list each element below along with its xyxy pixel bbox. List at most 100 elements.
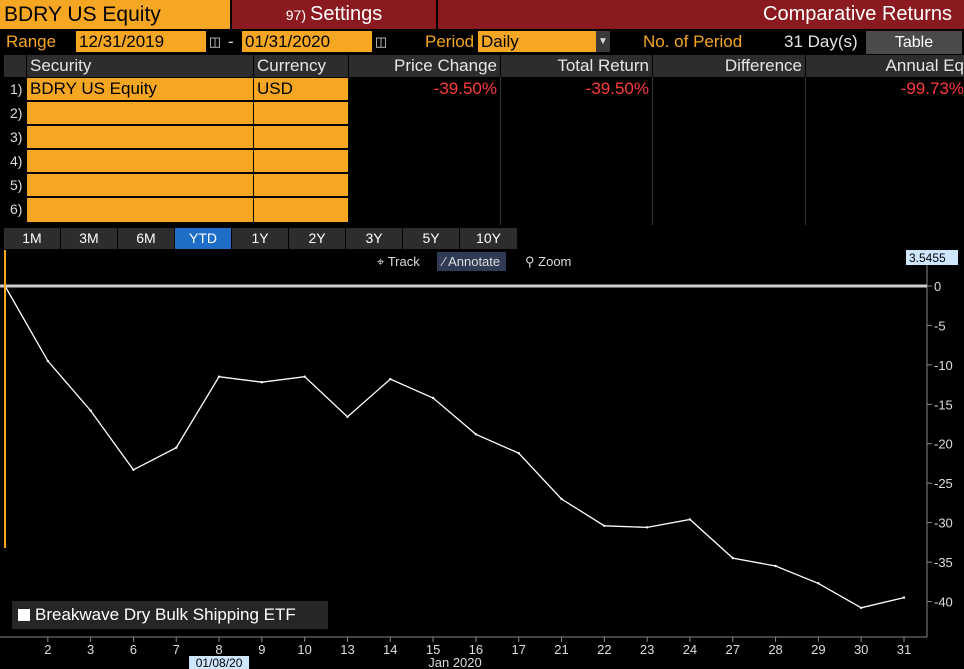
data-point[interactable] <box>89 409 92 412</box>
period-button-3y[interactable]: 3Y <box>346 228 402 249</box>
data-point[interactable] <box>603 524 606 527</box>
row-number: 2) <box>10 105 23 121</box>
y-tick-label: 0 <box>934 279 941 294</box>
annual-eq-value <box>806 198 964 220</box>
x-tick-label: 17 <box>511 642 525 657</box>
data-point[interactable] <box>774 564 777 568</box>
data-point[interactable] <box>389 377 392 381</box>
value-tag-label: 3.5455 <box>909 251 946 265</box>
data-point[interactable] <box>260 381 264 384</box>
col-price-change[interactable]: Price Change <box>349 55 500 77</box>
end-date-input[interactable]: 01/31/2020 <box>242 31 372 52</box>
data-point[interactable] <box>517 452 520 455</box>
pencil-icon: ∕ <box>443 254 446 269</box>
data-point[interactable] <box>303 375 306 378</box>
row-number: 3) <box>10 129 23 145</box>
x-tick-label: 10 <box>297 642 311 657</box>
data-point[interactable] <box>46 359 50 363</box>
track-label: Track <box>387 254 420 269</box>
x-tick-label: 30 <box>854 642 868 657</box>
currency-cell[interactable] <box>254 126 348 149</box>
period-button-1y[interactable]: 1Y <box>232 228 288 249</box>
x-tick-label: 24 <box>683 642 697 657</box>
series-line[interactable] <box>4 285 905 609</box>
data-point[interactable] <box>346 415 349 419</box>
security-cell[interactable] <box>27 126 253 149</box>
row-number: 6) <box>10 201 23 217</box>
col-security[interactable]: Security <box>27 55 253 77</box>
security-cell[interactable] <box>27 198 253 223</box>
col-difference[interactable]: Difference <box>653 55 805 77</box>
y-tick-label: -35 <box>934 555 953 570</box>
end-calendar-icon[interactable]: ◫ <box>374 31 388 52</box>
difference-value <box>653 102 805 124</box>
x-tick-label: 21 <box>554 642 568 657</box>
security-cell[interactable] <box>27 102 253 125</box>
data-point[interactable] <box>474 433 478 436</box>
currency-cell[interactable]: USD <box>254 78 348 101</box>
magnifier-icon: ⚲ <box>525 254 535 269</box>
data-point[interactable] <box>645 526 649 529</box>
start-date-input[interactable]: 12/31/2019 <box>76 31 206 52</box>
x-tick-label: 15 <box>426 642 440 657</box>
chart-legend[interactable]: Breakwave Dry Bulk Shipping ETF <box>12 601 328 629</box>
data-point[interactable] <box>175 446 178 449</box>
data-point[interactable] <box>859 606 863 610</box>
col-total-return[interactable]: Total Return <box>501 55 652 77</box>
col-currency[interactable]: Currency <box>254 55 348 77</box>
data-point[interactable] <box>560 497 563 501</box>
settings-label: Settings <box>309 3 383 25</box>
total-return-value <box>501 126 652 148</box>
security-cell[interactable] <box>27 174 253 197</box>
annual-eq-value <box>806 150 964 172</box>
period-button-1m[interactable]: 1M <box>4 228 60 249</box>
x-tick-label: 8 <box>215 642 222 657</box>
column-divider <box>500 77 501 225</box>
x-tick-label: 2 <box>44 642 51 657</box>
legend-swatch <box>18 609 30 621</box>
period-button-2y[interactable]: 2Y <box>289 228 345 249</box>
x-tick-label: 6 <box>130 642 137 657</box>
settings-number: 97) <box>285 7 306 23</box>
col-annual-eq[interactable]: Annual Eq <box>806 55 964 77</box>
difference-value <box>653 150 805 172</box>
period-dropdown-icon[interactable]: ▼ <box>596 31 610 52</box>
data-point[interactable] <box>902 596 906 599</box>
zoom-tool[interactable]: ⚲ Zoom <box>519 252 577 271</box>
period-button-ytd[interactable]: YTD <box>175 228 231 249</box>
currency-cell[interactable] <box>254 198 348 223</box>
security-input[interactable]: BDRY US Equity <box>0 0 230 29</box>
difference-value <box>653 198 805 220</box>
settings-button[interactable]: 97) Settings <box>232 0 436 29</box>
period-button-10y[interactable]: 10Y <box>460 228 517 249</box>
data-point[interactable] <box>688 518 692 521</box>
column-divider <box>805 77 806 225</box>
security-cell[interactable]: BDRY US Equity <box>27 78 253 101</box>
period-select[interactable]: Daily <box>478 31 596 52</box>
start-calendar-icon[interactable]: ◫ <box>208 31 222 52</box>
data-point[interactable] <box>431 396 435 400</box>
period-button-3m[interactable]: 3M <box>61 228 117 249</box>
data-point[interactable] <box>132 468 135 471</box>
annotate-tool[interactable]: ∕ Annotate <box>437 252 507 271</box>
currency-cell[interactable] <box>254 150 348 173</box>
x-tick-label: 3 <box>87 642 94 657</box>
line-chart[interactable]: 2 3 6 7 8 9 10 13 14 15 16 17 21 22 23 24 27 28 29 30 31Jan … <box>0 250 964 669</box>
security-cell[interactable] <box>27 150 253 173</box>
data-point[interactable] <box>817 582 820 585</box>
x-tick-label: 28 <box>768 642 782 657</box>
report-title: Comparative Returns <box>438 0 964 29</box>
y-tick-label: -25 <box>934 476 953 491</box>
y-tick-label: -20 <box>934 437 953 452</box>
x-tick-label: 29 <box>811 642 825 657</box>
row-number: 4) <box>10 153 23 169</box>
period-button-5y[interactable]: 5Y <box>403 228 459 249</box>
y-tick-label: -40 <box>934 595 953 610</box>
currency-cell[interactable] <box>254 174 348 197</box>
track-tool[interactable]: ⌖ Track <box>371 252 426 271</box>
data-point[interactable] <box>731 556 734 560</box>
data-point[interactable] <box>217 375 221 378</box>
period-button-6m[interactable]: 6M <box>118 228 174 249</box>
table-button[interactable]: Table <box>866 31 962 54</box>
currency-cell[interactable] <box>254 102 348 125</box>
